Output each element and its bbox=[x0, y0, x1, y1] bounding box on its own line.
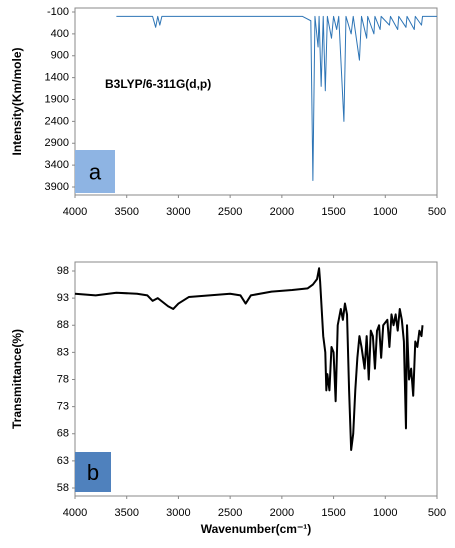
plot-frame bbox=[74, 7, 438, 196]
x-tick-label: 2500 bbox=[218, 206, 242, 218]
x-tick-label: 3500 bbox=[114, 507, 138, 519]
y-tick-label: 2900 bbox=[45, 137, 69, 149]
y-tick-label: 900 bbox=[51, 50, 69, 62]
x-tick-label: 2000 bbox=[270, 206, 294, 218]
y-tick-label: -100 bbox=[47, 6, 69, 18]
y-tick-label: 2400 bbox=[45, 115, 69, 127]
x-tick-label: 4000 bbox=[63, 206, 87, 218]
y-tick-label: 1900 bbox=[45, 93, 69, 105]
x-tick-label: 500 bbox=[428, 507, 446, 519]
y-tick-label: 63 bbox=[57, 455, 69, 467]
spectrum-line bbox=[74, 267, 424, 452]
panel-box bbox=[75, 150, 115, 193]
y-axis-label: Intensity(Km/mole) bbox=[10, 47, 24, 155]
x-tick-label: 3500 bbox=[114, 206, 138, 218]
y-tick-label: 58 bbox=[57, 482, 69, 494]
panel-box bbox=[75, 452, 111, 492]
x-tick-label: 1500 bbox=[321, 507, 345, 519]
panel-label: a bbox=[89, 159, 102, 184]
y-tick-label: 3900 bbox=[45, 181, 69, 193]
panel-label: b bbox=[87, 460, 99, 485]
y-tick-label: 400 bbox=[51, 28, 69, 40]
x-tick-label: 1000 bbox=[373, 206, 397, 218]
x-tick-label: 2000 bbox=[270, 507, 294, 519]
y-tick-label: 68 bbox=[57, 428, 69, 440]
plot-frame bbox=[74, 261, 438, 497]
spectrum-line bbox=[116, 15, 437, 181]
y-tick-label: 88 bbox=[57, 319, 69, 331]
x-tick-label: 500 bbox=[428, 206, 446, 218]
annotation: B3LYP/6-311G(d,p) bbox=[105, 77, 211, 91]
y-tick-label: 3400 bbox=[45, 159, 69, 171]
y-tick-label: 1400 bbox=[45, 72, 69, 84]
y-tick-label: 73 bbox=[57, 401, 69, 413]
x-tick-label: 1000 bbox=[373, 507, 397, 519]
y-axis-label: Transmittance(%) bbox=[10, 329, 24, 429]
y-tick-label: 98 bbox=[57, 265, 69, 277]
x-axis-label: Wavenumber(cm⁻¹) bbox=[201, 522, 312, 536]
x-tick-label: 3000 bbox=[166, 206, 190, 218]
y-tick-label: 78 bbox=[57, 373, 69, 385]
x-tick-label: 4000 bbox=[63, 507, 87, 519]
y-tick-label: 83 bbox=[57, 346, 69, 358]
x-tick-label: 2500 bbox=[218, 507, 242, 519]
y-tick-label: 93 bbox=[57, 292, 69, 304]
x-tick-label: 3000 bbox=[166, 507, 190, 519]
x-tick-label: 1500 bbox=[321, 206, 345, 218]
